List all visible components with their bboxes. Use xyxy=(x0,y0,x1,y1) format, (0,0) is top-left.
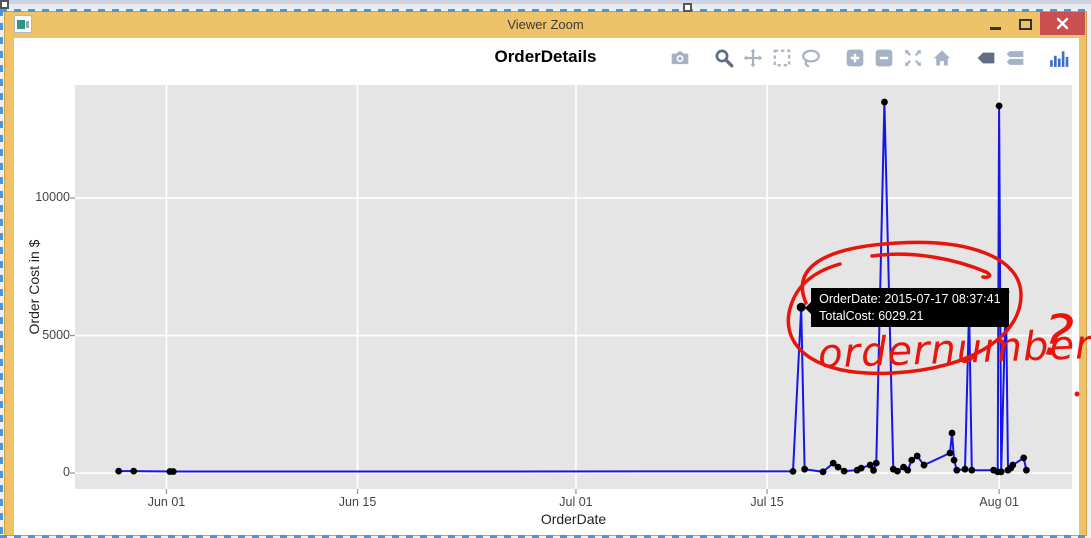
plotly-logo-icon[interactable] xyxy=(1049,48,1069,68)
minimize-icon xyxy=(989,27,1001,30)
tooltip-totalcost: TotalCost: 6029.21 xyxy=(819,308,924,323)
window-title: Viewer Zoom xyxy=(507,17,584,32)
zoom-out-icon[interactable] xyxy=(874,48,894,68)
box-select-icon[interactable] xyxy=(772,48,792,68)
selection-border-bottom xyxy=(0,535,1091,538)
app-icon xyxy=(14,15,32,33)
tooltip-orderdate: OrderDate: 2015-07-17 08:37:41 xyxy=(819,292,1001,307)
x-tick-label: Aug 01 xyxy=(979,495,1019,509)
zoom-in-icon[interactable] xyxy=(845,48,865,68)
selection-border-top xyxy=(0,9,1091,12)
hover-compare-icon[interactable] xyxy=(1005,48,1025,68)
camera-icon[interactable] xyxy=(670,48,690,68)
minimize-button[interactable] xyxy=(980,12,1010,35)
y-tick-label: 10000 xyxy=(35,190,70,205)
zoom-tool-icon[interactable] xyxy=(714,48,734,68)
window-controls xyxy=(980,12,1085,35)
close-icon xyxy=(1056,17,1069,30)
plotly-modebar xyxy=(670,48,1069,68)
y-tick-label: 5000 xyxy=(42,327,70,342)
maximize-button[interactable] xyxy=(1010,12,1040,35)
pan-tool-icon[interactable] xyxy=(743,48,763,68)
selection-handle-top-left[interactable] xyxy=(0,0,9,9)
hover-closest-icon[interactable] xyxy=(976,48,996,68)
app-icon-image xyxy=(17,20,25,29)
y-tick-label: 0 xyxy=(63,465,70,480)
selection-handle-top-middle[interactable] xyxy=(683,3,692,12)
desktop-background-strip xyxy=(0,0,1091,9)
x-tick-label: Jul 01 xyxy=(559,495,593,509)
x-tick-label: Jun 15 xyxy=(338,495,377,509)
window-titlebar[interactable]: Viewer Zoom xyxy=(5,12,1086,38)
selection-border-left xyxy=(0,9,3,538)
hover-tooltip: OrderDate: 2015-07-17 08:37:41 TotalCost… xyxy=(805,288,1009,328)
app-icon-detail xyxy=(26,21,29,28)
y-axis-title: Order Cost in $ xyxy=(26,239,42,335)
chart-title: OrderDetails xyxy=(494,47,597,66)
lasso-select-icon[interactable] xyxy=(801,48,821,68)
reset-axes-home-icon[interactable] xyxy=(932,48,952,68)
x-tick-label: Jul 15 xyxy=(750,495,784,509)
close-button[interactable] xyxy=(1040,12,1085,35)
maximize-icon xyxy=(1018,19,1032,30)
x-axis-title: OrderDate xyxy=(540,511,607,527)
autoscale-icon[interactable] xyxy=(903,48,923,68)
x-tick-label: Jun 01 xyxy=(147,495,186,509)
